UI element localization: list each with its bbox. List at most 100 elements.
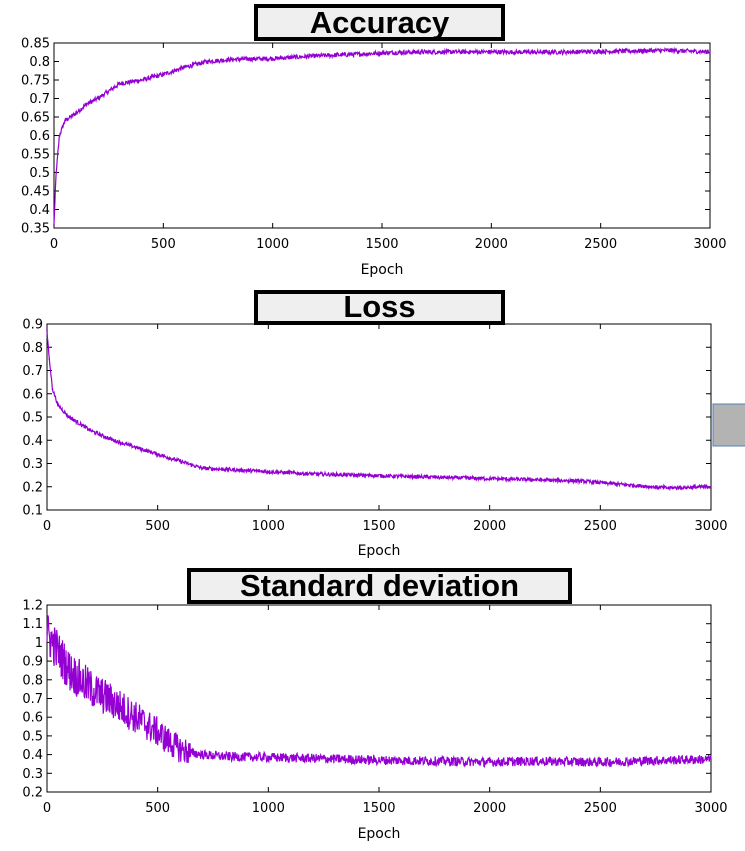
chart-1: 0.35 0.4 0.45 0.5 0.55 0.6 0.65 0.7 0.75 0.8 0.85 0… <box>21 4 727 278</box>
data-point <box>75 112 77 115</box>
x-tick-label: 2500 <box>584 237 617 252</box>
data-point <box>228 58 230 61</box>
data-point <box>378 759 380 762</box>
x-tick-label: 1000 <box>256 237 289 252</box>
data-point <box>51 388 54 390</box>
x-tick-label: 1500 <box>365 237 398 252</box>
data-point <box>267 470 270 473</box>
data-point <box>621 483 624 486</box>
data-point <box>267 756 270 759</box>
y-tick-label: 0.45 <box>21 185 50 200</box>
data-point <box>57 650 59 653</box>
y-tick-label: 0.8 <box>29 55 50 70</box>
y-tick-label: 0.7 <box>22 692 43 707</box>
x-tick-label: 0 <box>50 237 58 252</box>
y-tick-label: 0.5 <box>22 411 43 426</box>
x-tick-label: 0 <box>43 801 51 816</box>
data-point <box>156 453 159 456</box>
data-point <box>190 751 192 754</box>
data-point <box>90 688 93 690</box>
data-point <box>179 748 181 750</box>
data-point <box>621 50 624 52</box>
chart-title-box <box>187 568 572 604</box>
y-tick-label: 0.75 <box>21 74 50 89</box>
data-point <box>46 330 48 332</box>
data-point <box>86 103 88 105</box>
y-tick-label: 1.1 <box>22 617 43 632</box>
y-tick-label: 0.3 <box>22 767 43 782</box>
x-tick-label: 3000 <box>693 237 726 252</box>
data-point <box>315 55 318 57</box>
data-point <box>709 51 711 53</box>
y-tick-label: 0.7 <box>22 364 43 379</box>
data-point <box>356 474 358 476</box>
data-point <box>577 480 579 482</box>
data-point <box>359 53 361 55</box>
data-point <box>710 485 712 488</box>
data-point <box>710 758 712 761</box>
y-tick-label: 0.3 <box>22 457 43 472</box>
data-point <box>201 467 203 469</box>
data-point <box>446 51 449 53</box>
data-point <box>201 753 203 756</box>
data-point <box>48 358 51 360</box>
x-tick-label: 500 <box>145 519 170 534</box>
data-point <box>134 716 137 718</box>
data-point <box>90 430 93 432</box>
y-tick-label: 0.4 <box>22 434 43 449</box>
data-point <box>206 60 208 63</box>
chart-title-box <box>254 290 505 325</box>
y-tick-label: 0.4 <box>22 748 43 763</box>
y-tick-label: 0.4 <box>29 203 50 218</box>
data-point <box>488 477 491 480</box>
x-tick-label: 2000 <box>473 801 506 816</box>
data-point <box>665 487 668 489</box>
y-tick-label: 0.5 <box>22 729 43 744</box>
data-point <box>381 52 383 54</box>
data-point <box>245 469 247 472</box>
x-tick-label: 2000 <box>473 519 506 534</box>
y-tick-label: 1 <box>35 636 43 651</box>
data-point <box>112 701 115 704</box>
data-point <box>534 51 536 54</box>
y-tick-label: 0.9 <box>22 318 43 333</box>
data-point <box>311 473 314 475</box>
y-tick-label: 0.7 <box>29 92 50 107</box>
y-tick-label: 0.9 <box>22 655 43 670</box>
side-scroll-tab[interactable] <box>712 403 745 447</box>
x-tick-label: 1500 <box>362 519 395 534</box>
data-point <box>444 476 447 479</box>
data-point <box>68 416 70 418</box>
chart-2: 0.1 0.2 0.3 0.4 0.5 0.6 0.7 0.8 0.9 0 500 1000 1500 2… <box>22 289 727 559</box>
data-point <box>140 79 143 81</box>
data-point <box>488 761 491 763</box>
chart-title: Standard deviation <box>240 568 519 603</box>
data-point <box>578 51 580 53</box>
data-point <box>112 439 115 442</box>
y-tick-label: 0.85 <box>21 37 50 52</box>
data-point <box>96 97 99 100</box>
data-point <box>533 760 535 762</box>
data-point <box>68 669 70 672</box>
data-point <box>167 740 170 743</box>
data-point <box>599 761 602 763</box>
x-tick-label: 500 <box>151 237 176 252</box>
chart-title: Accuracy <box>310 5 450 40</box>
y-tick-label: 0.55 <box>21 148 50 163</box>
y-tick-label: 0.65 <box>21 111 50 126</box>
y-tick-label: 0.35 <box>21 222 50 237</box>
x-axis-label: Epoch <box>361 262 404 278</box>
data-point <box>64 119 66 122</box>
x-tick-label: 3000 <box>694 519 727 534</box>
series-line-1 <box>46 329 712 492</box>
x-tick-label: 1000 <box>252 519 285 534</box>
y-tick-label: 0.8 <box>22 673 43 688</box>
x-tick-label: 2500 <box>584 519 617 534</box>
series-line-1 <box>53 46 711 224</box>
data-point <box>53 223 55 226</box>
data-point <box>162 73 165 76</box>
data-point <box>134 446 137 449</box>
chart-title-box <box>254 4 505 41</box>
chart-title: Loss <box>343 289 415 324</box>
